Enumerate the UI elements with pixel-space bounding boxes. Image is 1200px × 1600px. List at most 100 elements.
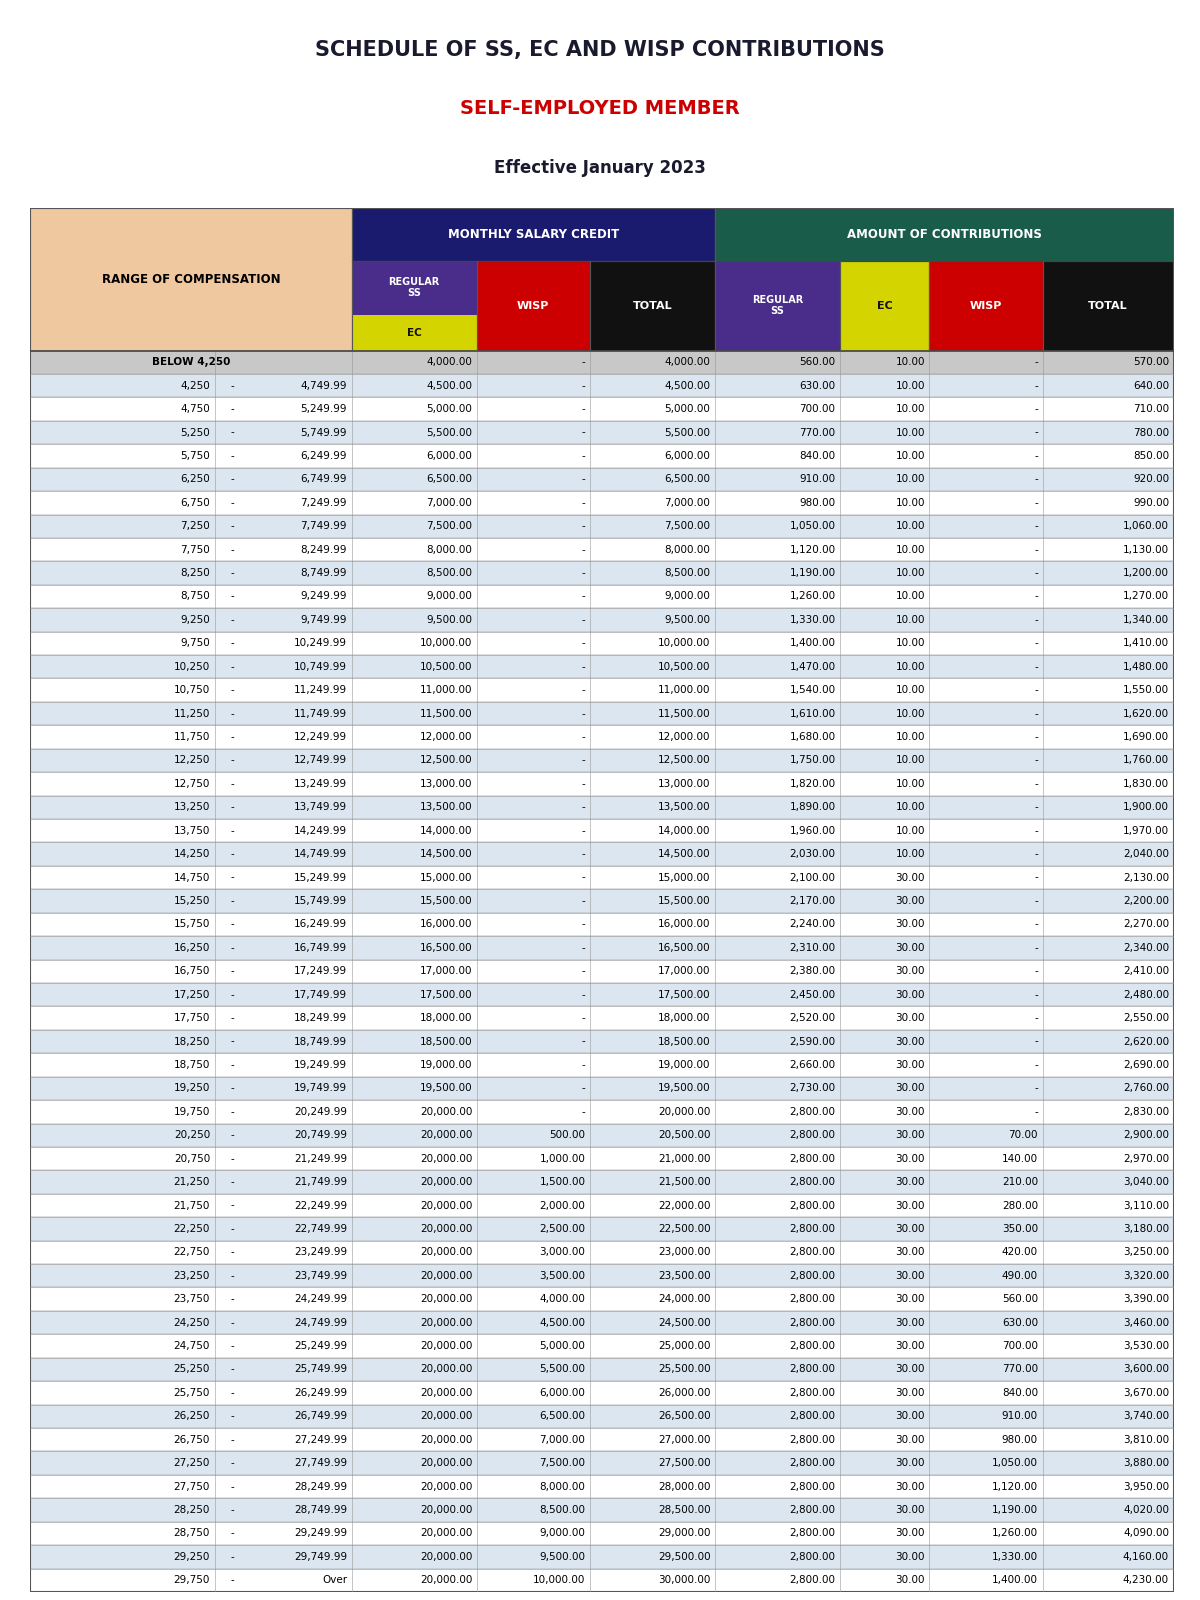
Bar <box>30 1264 1174 1288</box>
Text: 6,250: 6,250 <box>180 474 210 485</box>
Text: 20,000.00: 20,000.00 <box>420 1411 472 1421</box>
Text: 2,240.00: 2,240.00 <box>790 920 835 930</box>
Text: 13,000.00: 13,000.00 <box>420 779 472 789</box>
Text: 6,500.00: 6,500.00 <box>539 1411 586 1421</box>
Text: 18,250: 18,250 <box>174 1037 210 1046</box>
Text: 30.00: 30.00 <box>895 1365 925 1374</box>
Text: 2,590.00: 2,590.00 <box>790 1037 835 1046</box>
Text: 8,750: 8,750 <box>180 592 210 602</box>
Text: 28,750: 28,750 <box>174 1528 210 1539</box>
Text: -: - <box>230 544 234 555</box>
Text: 1,480.00: 1,480.00 <box>1123 662 1169 672</box>
Text: 30.00: 30.00 <box>895 1341 925 1350</box>
Text: 9,750: 9,750 <box>180 638 210 648</box>
Text: -: - <box>230 1482 234 1491</box>
Bar <box>840 261 929 350</box>
Text: 4,500.00: 4,500.00 <box>665 381 710 390</box>
Text: -: - <box>230 826 234 835</box>
Text: 840.00: 840.00 <box>1002 1387 1038 1398</box>
Bar <box>30 773 1174 795</box>
Text: 26,500.00: 26,500.00 <box>658 1411 710 1421</box>
Text: 23,249.99: 23,249.99 <box>294 1248 347 1258</box>
Text: -: - <box>582 498 586 507</box>
Text: 8,500.00: 8,500.00 <box>426 568 472 578</box>
Text: 700.00: 700.00 <box>1002 1341 1038 1350</box>
Bar <box>30 1147 1174 1170</box>
Text: 30.00: 30.00 <box>895 1387 925 1398</box>
Text: -: - <box>230 1178 234 1187</box>
Text: 10.00: 10.00 <box>895 451 925 461</box>
Text: 19,250: 19,250 <box>174 1083 210 1093</box>
Text: 11,750: 11,750 <box>174 733 210 742</box>
Text: 17,500.00: 17,500.00 <box>658 990 710 1000</box>
Text: 15,500.00: 15,500.00 <box>420 896 472 906</box>
Text: 14,749.99: 14,749.99 <box>294 850 347 859</box>
Bar <box>30 374 1174 397</box>
Text: 1,120.00: 1,120.00 <box>992 1482 1038 1491</box>
Bar <box>352 208 715 261</box>
Text: 27,749.99: 27,749.99 <box>294 1458 347 1469</box>
Text: 19,000.00: 19,000.00 <box>658 1059 710 1070</box>
Text: -: - <box>230 1458 234 1469</box>
Bar <box>30 1288 1174 1310</box>
Text: 22,749.99: 22,749.99 <box>294 1224 347 1234</box>
Text: 20,000.00: 20,000.00 <box>420 1270 472 1280</box>
Text: 8,000.00: 8,000.00 <box>426 544 472 555</box>
Text: 13,000.00: 13,000.00 <box>658 779 710 789</box>
Text: 2,800.00: 2,800.00 <box>790 1107 835 1117</box>
Text: -: - <box>230 614 234 626</box>
Text: 1,760.00: 1,760.00 <box>1123 755 1169 765</box>
Text: -: - <box>1034 1013 1038 1022</box>
Text: 1,540.00: 1,540.00 <box>790 685 835 694</box>
Text: 3,000.00: 3,000.00 <box>540 1248 586 1258</box>
Text: -: - <box>582 427 586 437</box>
Text: 2,030.00: 2,030.00 <box>790 850 835 859</box>
Text: 11,000.00: 11,000.00 <box>658 685 710 694</box>
Text: 3,040.00: 3,040.00 <box>1123 1178 1169 1187</box>
Text: -: - <box>582 568 586 578</box>
Text: 20,000.00: 20,000.00 <box>420 1294 472 1304</box>
Text: -: - <box>230 733 234 742</box>
Text: 7,750: 7,750 <box>180 544 210 555</box>
Text: REGULAR
SS: REGULAR SS <box>389 277 440 298</box>
Text: 2,900.00: 2,900.00 <box>1123 1130 1169 1141</box>
Text: -: - <box>1034 802 1038 813</box>
Bar <box>30 1218 1174 1240</box>
Text: -: - <box>582 872 586 883</box>
Text: -: - <box>582 357 586 368</box>
Text: 280.00: 280.00 <box>1002 1200 1038 1211</box>
Text: 18,500.00: 18,500.00 <box>658 1037 710 1046</box>
Text: 6,000.00: 6,000.00 <box>426 451 472 461</box>
Text: 25,750: 25,750 <box>174 1387 210 1398</box>
Text: 6,500.00: 6,500.00 <box>665 474 710 485</box>
Text: -: - <box>230 966 234 976</box>
Text: 7,500.00: 7,500.00 <box>539 1458 586 1469</box>
Text: 7,000.00: 7,000.00 <box>540 1435 586 1445</box>
Text: 1,830.00: 1,830.00 <box>1123 779 1169 789</box>
Text: 1,260.00: 1,260.00 <box>790 592 835 602</box>
Text: -: - <box>230 920 234 930</box>
Text: 13,250: 13,250 <box>174 802 210 813</box>
Text: 1,330.00: 1,330.00 <box>790 614 835 626</box>
Text: 2,500.00: 2,500.00 <box>539 1224 586 1234</box>
Text: -: - <box>1034 1037 1038 1046</box>
Text: -: - <box>582 381 586 390</box>
Text: -: - <box>230 1130 234 1141</box>
Text: 18,749.99: 18,749.99 <box>294 1037 347 1046</box>
Bar <box>30 1240 1174 1264</box>
Bar <box>30 982 1174 1006</box>
Text: -: - <box>230 1576 234 1586</box>
Text: 30.00: 30.00 <box>895 1552 925 1562</box>
Text: -: - <box>582 522 586 531</box>
Bar <box>30 208 352 350</box>
Text: -: - <box>230 802 234 813</box>
Text: 20,250: 20,250 <box>174 1130 210 1141</box>
Text: 920.00: 920.00 <box>1133 474 1169 485</box>
Text: 9,000.00: 9,000.00 <box>540 1528 586 1539</box>
Text: 20,000.00: 20,000.00 <box>420 1318 472 1328</box>
Text: 8,500.00: 8,500.00 <box>665 568 710 578</box>
Text: -: - <box>230 685 234 694</box>
Text: 20,000.00: 20,000.00 <box>420 1458 472 1469</box>
Text: 980.00: 980.00 <box>799 498 835 507</box>
Text: 4,020.00: 4,020.00 <box>1123 1506 1169 1515</box>
